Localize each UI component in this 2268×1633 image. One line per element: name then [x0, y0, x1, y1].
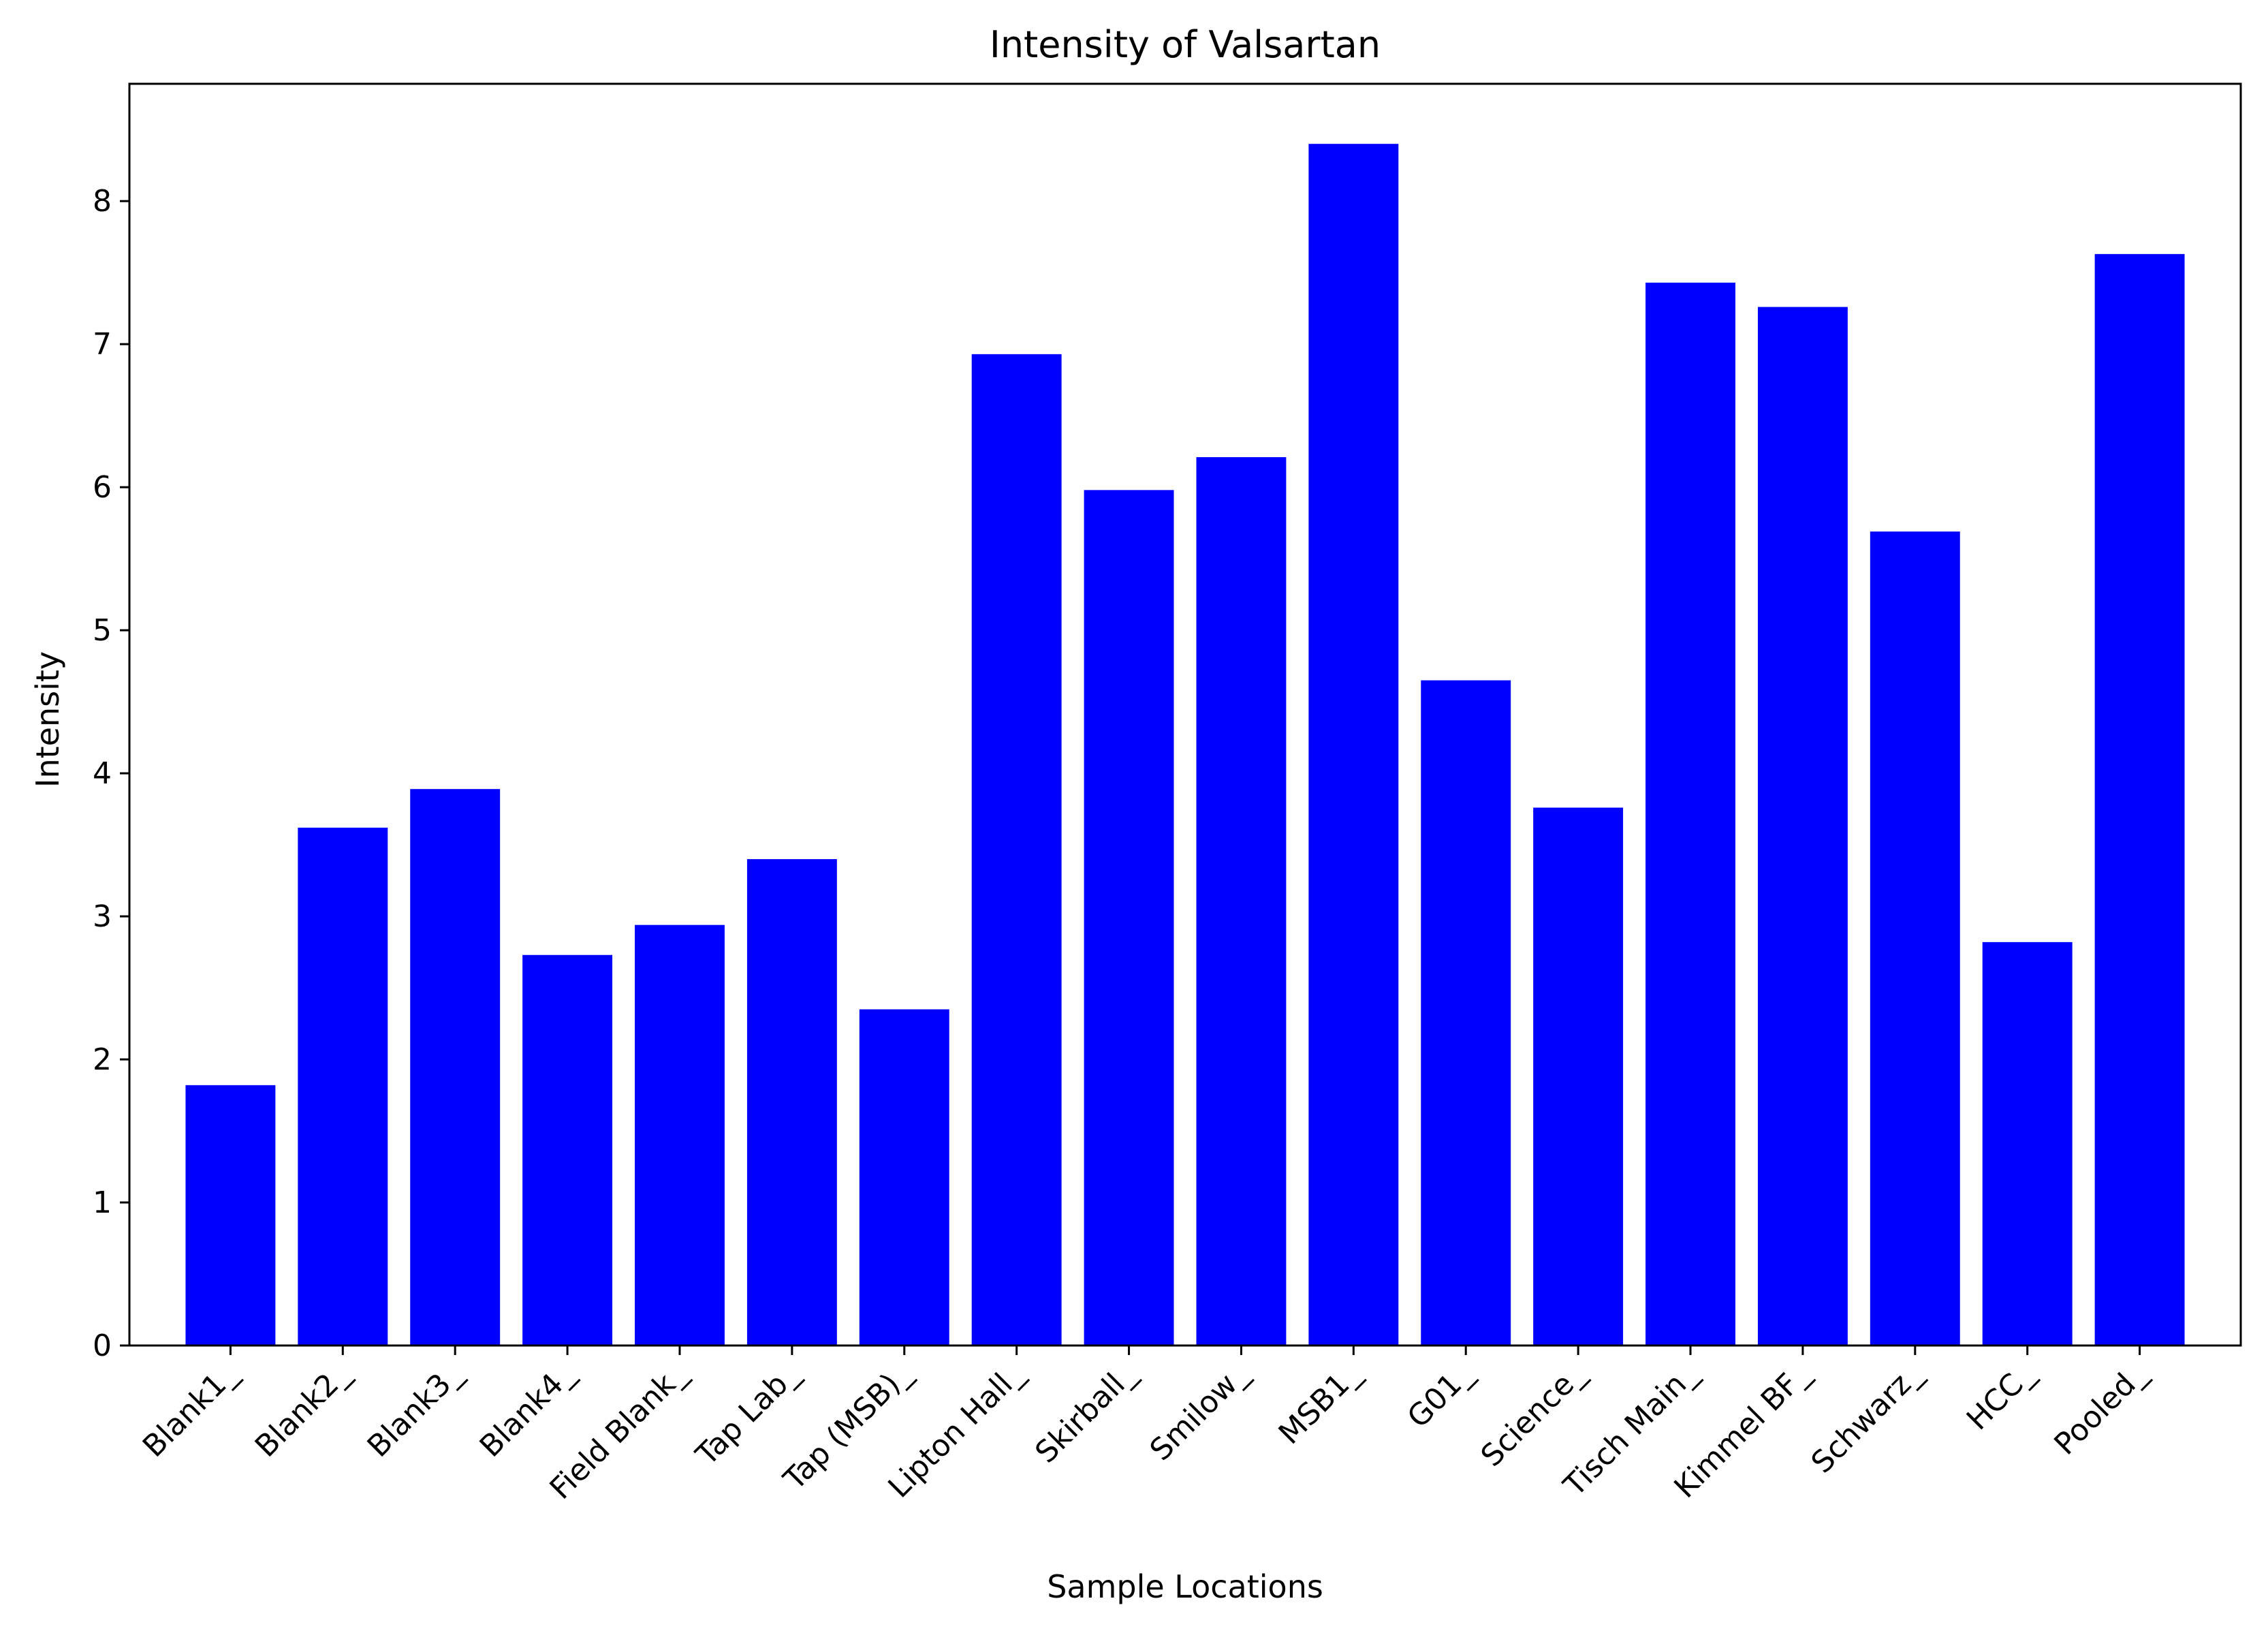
bar-15: [1757, 307, 1848, 1346]
y-tick-label: 4: [93, 756, 112, 791]
bar-18: [2094, 253, 2185, 1346]
bar-4: [522, 954, 613, 1346]
x-tick-label: Blank3_: [361, 1356, 469, 1464]
y-tick-label: 3: [93, 899, 112, 934]
bar-9: [1084, 490, 1174, 1346]
bar-16: [1870, 531, 1960, 1346]
bar-8: [971, 354, 1062, 1346]
y-tick-label: 8: [93, 184, 112, 219]
y-tick-label: 0: [93, 1328, 112, 1363]
y-axis: 0 1 2 3 4 5 6 7 8: [93, 184, 129, 1363]
plot-frame: [128, 82, 2242, 1347]
y-tick-label: 7: [93, 327, 112, 362]
x-tick-label: Blank4_: [473, 1356, 582, 1464]
y-tick-label: 2: [93, 1042, 112, 1077]
x-tick-label: Smilow_: [1144, 1356, 1255, 1467]
bar-12: [1421, 680, 1511, 1346]
x-tick-label: Blank1_: [136, 1356, 245, 1464]
x-tick-label: MSB1_: [1272, 1356, 1368, 1451]
x-tick-label: Skirball_: [1028, 1356, 1143, 1470]
bar-7: [859, 1009, 949, 1346]
bar-6: [746, 859, 837, 1346]
y-tick-label: 1: [93, 1185, 112, 1220]
x-tick-label: Schwarz_: [1805, 1356, 1930, 1480]
x-axis-label: Sample Locations: [1047, 1568, 1323, 1605]
bar-11: [1308, 144, 1399, 1346]
bar-2: [298, 827, 388, 1346]
bar-13: [1533, 807, 1624, 1346]
bar-3: [410, 789, 501, 1346]
bar-1: [185, 1085, 276, 1346]
chart-title: Intensity of Valsartan: [990, 23, 1381, 66]
x-tick-label: Science_: [1475, 1356, 1592, 1474]
bars-group: [185, 144, 2185, 1346]
y-tick-label: 6: [93, 470, 112, 505]
x-tick-label: Pooled_: [2047, 1356, 2154, 1462]
y-axis-label: Intensity: [29, 651, 66, 788]
bar-17: [1982, 942, 2073, 1346]
x-tick-label: Tap Lab_: [689, 1356, 806, 1473]
x-tick-label: HCC_: [1960, 1356, 2041, 1437]
bar-14: [1645, 282, 1735, 1346]
x-tick-label: G01_: [1401, 1356, 1480, 1435]
bar-10: [1196, 457, 1287, 1346]
bar-5: [635, 924, 725, 1346]
x-tick-label: Blank2_: [249, 1356, 357, 1464]
y-tick-label: 5: [93, 613, 112, 648]
x-axis: Blank1_ Blank2_ Blank3_ Blank4_Field Blank_…: [136, 1346, 2154, 1506]
